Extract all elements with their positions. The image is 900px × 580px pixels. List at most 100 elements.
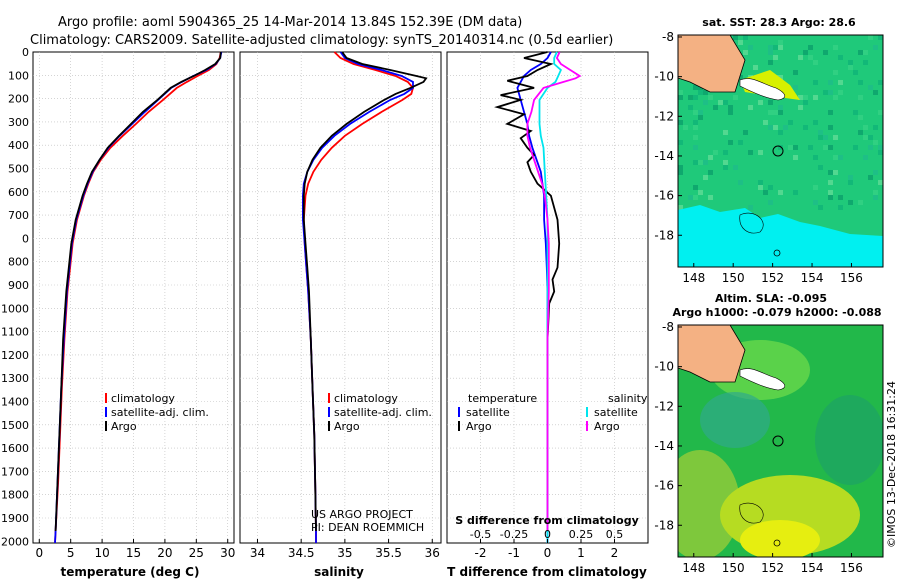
sst-pixel (723, 130, 728, 135)
sst-pixel (688, 195, 693, 200)
sst-map-panel: sat. SST: 28.3 Argo: 28.6 148 150 152 154 15… (654, 16, 884, 285)
sst-pixel (778, 110, 783, 115)
sst-pixel (828, 195, 833, 200)
sst-pixel (678, 90, 683, 95)
sla-axis-ticks: 148 150 152 154 156 -8 -10 -12 -14 -16 -18 (654, 320, 863, 575)
map-x-tick-label: 152 (761, 561, 784, 575)
temperature-x-ticks: 0 5 10 15 20 25 30 (35, 539, 235, 560)
sst-pixel (823, 145, 828, 150)
map-y-tick-label: -18 (654, 518, 674, 532)
sst-pixel (818, 130, 823, 135)
sst-argo-position-marker (772, 145, 784, 157)
sst-pixel (773, 125, 778, 130)
sal-legend-label-satellite: satellite-adj. clim. (334, 406, 432, 419)
sst-pixel (728, 110, 733, 115)
sst-pixel (823, 135, 828, 140)
sst-pixel (738, 40, 743, 45)
sst-pixel (678, 120, 683, 125)
sst-pixel (803, 125, 808, 130)
difference-xlabel: T difference from climatology (447, 565, 647, 579)
legend-temp-title: temperature (468, 392, 537, 405)
sst-pixel (718, 100, 723, 105)
sst-pixel (833, 170, 838, 175)
x-tick-label: 5 (67, 546, 75, 560)
sst-pixel (703, 160, 708, 165)
salinity-series (301, 51, 428, 543)
sst-pixel (703, 90, 708, 95)
sst-pixel (813, 60, 818, 65)
sal-legend-swatch-satellite (328, 407, 330, 417)
depth-tick-label: 2000 (1, 535, 29, 548)
sst-pixel (773, 55, 778, 60)
depth-tick-label: 800 (8, 256, 29, 269)
sst-pixel (683, 125, 688, 130)
sla-blob-sw (678, 450, 740, 557)
sst-title: sat. SST: 28.3 Argo: 28.6 (702, 16, 856, 29)
sst-pixel (828, 125, 833, 130)
sst-pixel (873, 125, 878, 130)
map-y-tick-label: -12 (654, 109, 674, 123)
sst-pixel (878, 150, 883, 155)
sst-pixel (858, 95, 863, 100)
sst-reef-marker (773, 249, 781, 257)
s-tick-label: 0 (544, 528, 551, 541)
x-tick-label: 34 (250, 546, 265, 560)
sst-pixel (693, 120, 698, 125)
sst-pixel (723, 165, 728, 170)
depth-tick-label: 1700 (1, 465, 29, 478)
depth-tick-label: 600 (8, 186, 29, 199)
sst-pixel (793, 155, 798, 160)
sst-pixel (808, 145, 813, 150)
salinity-xlabel: salinity (314, 565, 364, 579)
sst-pixel (838, 195, 843, 200)
sst-pixel (848, 60, 853, 65)
sla-argo-position-marker (772, 435, 784, 447)
sst-pixel (828, 170, 833, 175)
sst-land (678, 35, 746, 93)
sst-pixel (803, 50, 808, 55)
sst-pixel (773, 110, 778, 115)
s-tick-label: 0.5 (606, 528, 624, 541)
sst-reef-outline (739, 212, 764, 234)
sst-pixel (768, 125, 773, 130)
temperature-series (54, 51, 223, 544)
legend-swatch-t-satellite (458, 407, 460, 417)
sst-pixel (743, 35, 748, 40)
sst-pixel (828, 190, 833, 195)
sst-pixel (863, 60, 868, 65)
depth-tick-label: 1200 (1, 349, 29, 362)
sst-pixel (693, 160, 698, 165)
sst-pixel (878, 180, 883, 185)
sla-frame (677, 324, 884, 558)
difference-gridlines (447, 52, 648, 543)
sst-pixel (708, 95, 713, 100)
sst-pixel (743, 130, 748, 135)
map-y-tick-label: -8 (662, 320, 674, 334)
sst-pixel (848, 200, 853, 205)
sst-pixel (808, 45, 813, 50)
sst-pixel (813, 80, 818, 85)
sst-pixel (723, 160, 728, 165)
legend-swatch-argo (105, 421, 107, 431)
legend-swatch-s-argo (586, 421, 588, 431)
sst-pixel (813, 200, 818, 205)
depth-tick-label: 900 (8, 279, 29, 292)
sst-pixel (738, 75, 743, 80)
sst-pixel (793, 145, 798, 150)
x-tick-label: 35.5 (375, 546, 402, 560)
sst-pixel (693, 135, 698, 140)
sst-pixel (848, 65, 853, 70)
sst-pixel (833, 95, 838, 100)
sst-pixel (778, 190, 783, 195)
sst-pixel (733, 165, 738, 170)
map-y-tick-label: -8 (662, 30, 674, 44)
sst-pixel (768, 100, 773, 105)
depth-tick-label: 1000 (1, 302, 29, 315)
sst-pixel (863, 50, 868, 55)
map-x-tick-label: 154 (801, 271, 824, 285)
difference-x-ticks: -2 -1 0 1 2 (475, 539, 618, 560)
map-x-tick-label: 150 (722, 271, 745, 285)
legend-swatch-s-satellite (586, 407, 588, 417)
map-y-tick-label: -16 (654, 479, 674, 493)
